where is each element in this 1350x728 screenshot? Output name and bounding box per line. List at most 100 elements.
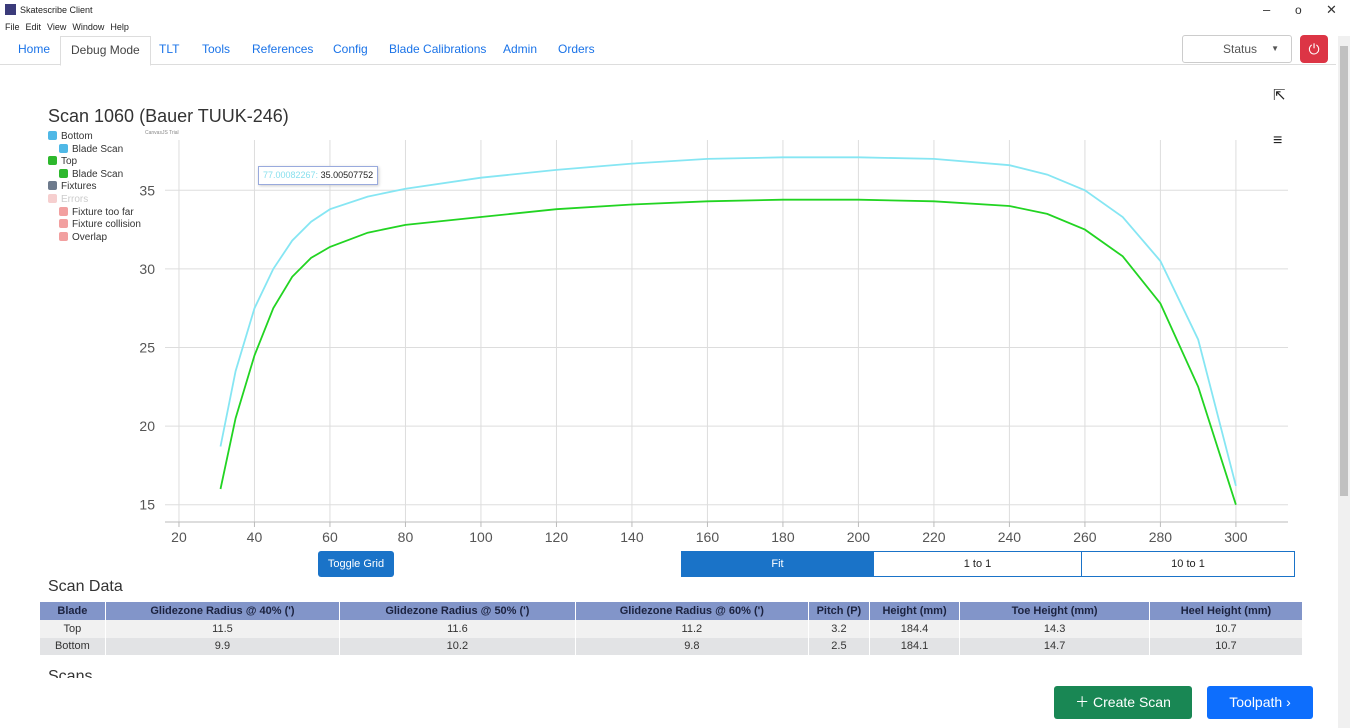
legend-item[interactable]: Fixture collision: [59, 219, 141, 231]
legend-swatch: [59, 231, 68, 241]
power-button[interactable]: ⏻: [1300, 35, 1328, 63]
legend-label: Top: [61, 156, 78, 168]
tab[interactable]: TLT: [159, 42, 180, 56]
toolpath[interactable]: Toolpath ›: [1207, 686, 1313, 719]
legend-group[interactable]: Errors: [48, 194, 88, 206]
legend-swatch: [48, 181, 57, 191]
table-cell: 9.9: [105, 637, 341, 655]
x-tick-label: 220: [922, 529, 946, 545]
tab[interactable]: Orders: [558, 42, 595, 56]
chevron: ›: [1282, 694, 1291, 710]
header-cell: Height (mm): [869, 602, 961, 620]
tab[interactable]: Tools: [202, 42, 231, 56]
tab[interactable]: Admin: [503, 42, 538, 56]
tab[interactable]: Home: [18, 42, 51, 56]
x-tick-label: 200: [847, 529, 871, 545]
credit: CanvasJS Trial: [145, 130, 179, 136]
table-cell: Top: [40, 620, 106, 638]
y-tick-label: 15: [139, 497, 155, 513]
table-cell: 14.3: [959, 620, 1150, 638]
header-cell: Blade: [40, 602, 106, 620]
menu-bar: File Edit View Window Help: [5, 22, 135, 32]
legend-label: Fixture too far: [72, 206, 134, 218]
table-row: Top 11.5 11.6 11.2 3.2 184.4 14.3 10.7: [40, 620, 1304, 638]
table-cell: 10.7: [1149, 620, 1304, 638]
legend-item[interactable]: Blade Scan: [59, 143, 124, 156]
menu-item[interactable]: File: [5, 22, 20, 32]
x-tick-label: 80: [398, 529, 414, 545]
table-cell: 2.5: [808, 637, 870, 655]
header-cell: Heel Height (mm): [1149, 602, 1304, 620]
legend-label: Fixture collision: [72, 219, 141, 231]
chart-menu[interactable]: ≡: [1273, 132, 1283, 149]
legend-label: Blade Scan: [72, 143, 124, 155]
title-bar: Skatescribe Client – o ✕: [0, 0, 1350, 20]
table-title: Scan Data: [48, 578, 123, 595]
close[interactable]: ✕: [1326, 2, 1337, 17]
y-tick-label: 20: [139, 418, 155, 434]
legend-swatch: [48, 131, 57, 140]
table-cell: 3.2: [808, 620, 870, 638]
maximize[interactable]: o: [1295, 3, 1302, 17]
legend-swatch: [59, 168, 68, 178]
y-tick-label: 30: [139, 261, 155, 277]
legend-item[interactable]: Blade Scan: [59, 168, 124, 181]
table-cell: 11.6: [339, 620, 576, 638]
popout-icon[interactable]: ⇱: [1273, 87, 1286, 104]
table-cell: 11.5: [105, 620, 341, 638]
menu-item[interactable]: Help: [110, 22, 129, 32]
chart: 15 20 25 30 35 20 40 60 80 100 120 140 160 180 200 220 2…: [139, 140, 1288, 545]
header-cell: Toe Height (mm): [959, 602, 1150, 620]
menu-item[interactable]: Edit: [25, 22, 42, 32]
tab-border: [0, 64, 1336, 65]
legend-item[interactable]: Fixture too far: [59, 206, 134, 219]
tab[interactable]: Config: [333, 42, 368, 56]
zoom-button[interactable]: 10 to 1: [1081, 551, 1295, 577]
toggle-grid[interactable]: Toggle Grid: [318, 551, 394, 577]
create-label: Create Scan: [1093, 694, 1171, 710]
table-cell: 10.2: [339, 637, 576, 655]
x-tick-label: 300: [1224, 529, 1248, 545]
legend-swatch: [59, 219, 68, 229]
table-cell: 184.4: [869, 620, 961, 638]
menu-item[interactable]: View: [47, 22, 67, 32]
tab[interactable]: References: [252, 42, 314, 56]
minimize[interactable]: –: [1263, 2, 1271, 17]
zoom-button[interactable]: 1 to 1: [873, 551, 1082, 577]
legend-swatch: [59, 143, 68, 153]
y-tick-label: 35: [139, 182, 155, 198]
window-title: Skatescribe Client: [20, 5, 93, 15]
chart-title: Scan 1060 (Bauer TUUK-246): [48, 106, 289, 126]
legend-group[interactable]: Fixtures: [48, 181, 97, 193]
scroll-thumb[interactable]: [1340, 46, 1348, 496]
scans-title-text: Scans: [48, 668, 93, 678]
x-tick-label: 20: [171, 529, 187, 545]
x-tick-label: 60: [322, 529, 338, 545]
legend-swatch: [48, 156, 57, 166]
legend-swatch: [48, 194, 57, 203]
plus: ＋: [1075, 694, 1094, 710]
tooltip-x: 77.00082267:: [263, 170, 319, 180]
legend-item[interactable]: Overlap: [59, 231, 108, 244]
create-scan[interactable]: ＋ Create Scan: [1054, 686, 1192, 719]
tooltip-y: 35.00507752: [320, 170, 374, 180]
header-cell: Pitch (P): [808, 602, 870, 620]
table-cell: Bottom: [40, 637, 106, 655]
tab[interactable]: Debug Mode: [60, 36, 151, 66]
legend-group[interactable]: Bottom: [48, 131, 93, 143]
header-cell: Glidezone Radius @ 40% ('): [105, 602, 341, 620]
legend-label: Overlap: [72, 231, 108, 243]
legend-label: Blade Scan: [72, 168, 124, 180]
x-tick-label: 160: [696, 529, 720, 545]
menu-item[interactable]: Window: [72, 22, 105, 32]
zoom-button[interactable]: Fit: [681, 551, 874, 577]
legend-label: Errors: [61, 194, 89, 205]
legend-group[interactable]: Top: [48, 156, 77, 168]
scrollbar: [1338, 36, 1350, 728]
status-label: Status: [1223, 42, 1258, 56]
table-cell: 14.7: [959, 637, 1150, 655]
tab[interactable]: Blade Calibrations: [389, 42, 487, 56]
table-cell: 10.7: [1149, 637, 1304, 655]
status-dropdown[interactable]: Status ▼: [1182, 35, 1292, 63]
